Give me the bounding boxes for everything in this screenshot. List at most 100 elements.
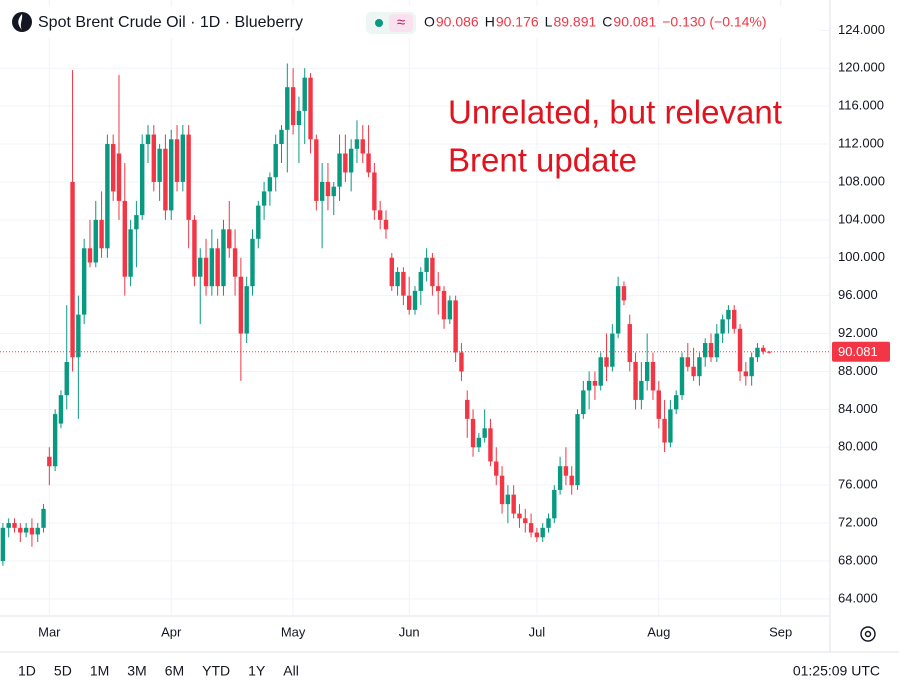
candle-body (395, 271, 400, 287)
candle-body (93, 219, 98, 263)
ohlc-value: 90.081 (613, 14, 656, 30)
title: Spot Brent Crude Oil · 1D · Blueberry (38, 14, 303, 31)
candle-body (198, 257, 203, 277)
axes: 64.000 68.000 72.000 76.000 80.000 84.000 88.0… (38, 22, 890, 639)
candle-body (366, 153, 371, 173)
candle-body (203, 257, 209, 287)
ohlc-key: H (485, 14, 495, 30)
candle-body (58, 395, 64, 424)
range-button[interactable]: All (283, 663, 299, 679)
candle-body (134, 215, 139, 230)
candle-body (505, 494, 511, 505)
y-tick-label: 100.000 (838, 249, 885, 264)
candle-body (308, 77, 313, 140)
candle-body (145, 134, 151, 145)
candle-body (552, 489, 557, 519)
y-tick-label: 88.000 (838, 363, 878, 378)
candle-body (737, 328, 743, 372)
candle-body (517, 513, 522, 519)
ohlc-value: 90.176 (496, 14, 539, 30)
candle-body (743, 371, 749, 377)
candle-body (412, 290, 418, 310)
x-tick-label: Jul (529, 624, 546, 639)
candle-body (610, 333, 615, 367)
candle-body (488, 428, 493, 462)
candle-body (6, 523, 11, 528)
candle-body (679, 357, 685, 396)
candle-body (697, 357, 702, 377)
candle-body (441, 290, 447, 320)
candle-body (116, 153, 122, 201)
candle-body (261, 191, 267, 206)
change: −0.130 (−0.14%) (662, 14, 766, 30)
range-button[interactable]: 3M (127, 663, 146, 679)
candle-body (238, 276, 244, 334)
ohlc-key: O (424, 14, 435, 30)
candle-body (401, 271, 406, 296)
candle-body (703, 343, 708, 358)
candle-body (244, 286, 249, 334)
range-button[interactable]: 1Y (248, 663, 266, 679)
candle-body (81, 248, 87, 315)
candle-body (12, 523, 17, 528)
candle-body (279, 129, 284, 145)
candle-body (192, 219, 197, 277)
candle-body (296, 110, 302, 126)
annotation: Unrelated, but relevant (448, 94, 782, 131)
candle-body (18, 527, 23, 533)
candle-body (360, 139, 365, 154)
candle-body (685, 357, 691, 367)
candle-body (377, 210, 383, 220)
y-tick-label: 116.000 (838, 98, 884, 113)
range-button[interactable]: YTD (202, 663, 230, 679)
candle-body (615, 286, 621, 334)
candle-body (476, 437, 482, 448)
candle-body (557, 466, 563, 490)
range-button[interactable]: 1D (18, 663, 36, 679)
candle-body (708, 343, 714, 358)
symbol-icon (12, 12, 32, 32)
candle-body (209, 248, 215, 287)
candle-body (586, 380, 592, 391)
candle-body (714, 333, 720, 358)
status-dot (375, 19, 383, 27)
candle-body (621, 286, 627, 301)
badge-symbol: ≈ (397, 14, 405, 31)
candle-body (215, 248, 220, 287)
candle-body (534, 532, 540, 538)
candle-body (499, 475, 505, 505)
y-tick-label: 104.000 (838, 211, 885, 226)
range-button[interactable]: 6M (165, 663, 184, 679)
candle-body (232, 248, 238, 277)
y-tick-label: 92.000 (838, 325, 878, 340)
candle-body (285, 87, 290, 130)
candle-body (47, 456, 52, 467)
y-tick-label: 76.000 (838, 477, 878, 492)
candle-body (151, 134, 157, 182)
candle-body (0, 527, 6, 561)
candle-body (128, 229, 133, 277)
clock: 01:25:09 UTC (793, 663, 880, 676)
last-price-box (832, 341, 890, 362)
candle-body (41, 508, 46, 528)
range-button[interactable]: 5D (54, 663, 72, 679)
candle-body (319, 181, 325, 201)
candle-body (76, 314, 81, 358)
settings-icon[interactable] (860, 626, 876, 642)
candle-body (221, 229, 226, 287)
candle-body (139, 144, 145, 216)
candle-body (29, 527, 35, 535)
ohlc-value: 90.086 (436, 14, 479, 30)
x-tick-label: Aug (647, 624, 670, 639)
candle-body (52, 414, 58, 467)
y-tick-label: 120.000 (838, 60, 885, 75)
candles (0, 63, 830, 566)
candle-body (273, 144, 278, 178)
range-button[interactable]: 1M (90, 663, 109, 679)
y-tick-label: 68.000 (838, 552, 878, 567)
x-tick-label: May (281, 624, 306, 639)
candle-body (673, 395, 679, 410)
candle-body (157, 148, 162, 182)
candle-body (372, 172, 377, 211)
gear-center (864, 630, 872, 638)
